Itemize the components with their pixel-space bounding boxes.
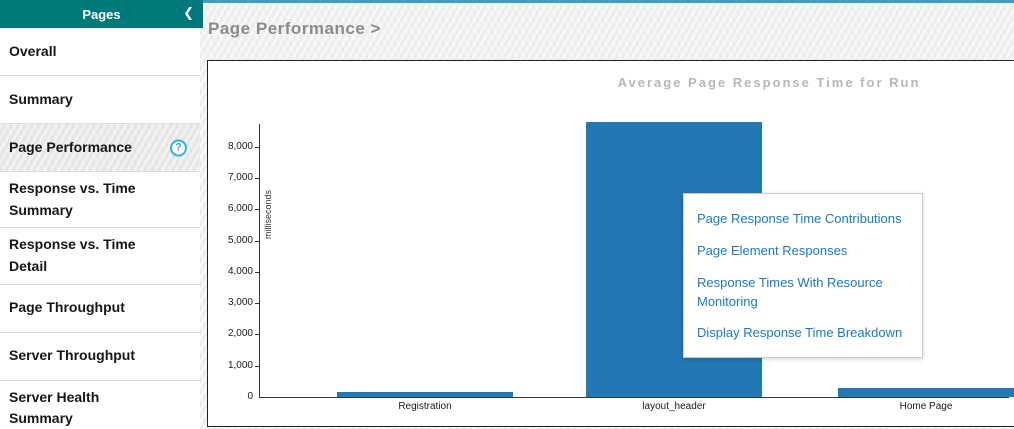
x-axis <box>259 397 1009 398</box>
sidebar-header: Pages ❮ <box>0 0 203 28</box>
help-icon[interactable]: ? <box>170 139 187 156</box>
y-tick-label: 5,000 <box>227 234 253 246</box>
sidebar-item-label: Summary <box>9 90 73 107</box>
y-tick <box>255 365 259 367</box>
y-tick <box>255 271 259 273</box>
y-tick <box>255 240 259 242</box>
sidebar-item-label: Page Performance <box>9 138 132 155</box>
sidebar-item-label: Server Throughput <box>9 347 136 364</box>
y-tick-label: 3,000 <box>227 297 253 309</box>
popup-link-response-times-with-resource-monitoring[interactable]: Response Times With Resource Monitoring <box>697 274 883 309</box>
popup-link-page-element-responses[interactable]: Page Element Responses <box>697 242 848 258</box>
popup-link-display-response-time-breakdown[interactable]: Display Response Time Breakdown <box>697 325 903 341</box>
x-label-registration: Registration <box>398 401 452 412</box>
main-content: Page Performance > Average Page Response… <box>200 0 1014 429</box>
y-tick-label: 0 <box>247 391 253 402</box>
y-tick <box>255 146 259 148</box>
sidebar-title: Pages <box>82 6 121 22</box>
sidebar-item-response-vs-time-summary[interactable]: Response vs. Time Summary <box>0 172 200 229</box>
bar-registration[interactable] <box>337 392 513 397</box>
y-tick-label: 4,000 <box>227 265 253 277</box>
sidebar-item-server-health-summary[interactable]: Server Health Summary <box>0 380 200 429</box>
y-tick <box>255 334 259 336</box>
bar-home-page[interactable] <box>838 388 1014 397</box>
y-tick-label: 2,000 <box>227 328 253 340</box>
sidebar-item-label: Page Throughput <box>9 299 125 316</box>
y-tick <box>255 303 259 305</box>
sidebar-item-server-throughput[interactable]: Server Throughput <box>0 332 200 381</box>
y-tick-label: 8,000 <box>227 140 253 152</box>
sidebar: Pages ❮ Overall Summary Page Performance? R… <box>0 0 203 429</box>
top-accent-bar <box>203 0 1014 3</box>
sidebar-nav: Overall Summary Page Performance? Response … <box>0 28 200 429</box>
y-tick-label: 1,000 <box>227 359 253 371</box>
sidebar-item-overall[interactable]: Overall <box>0 28 200 76</box>
context-menu-popup: Page Response Time Contributions Page Ele… <box>683 193 923 359</box>
y-tick <box>255 177 259 179</box>
y-tick <box>255 209 259 211</box>
sidebar-item-label: Response vs. Time Detail <box>9 236 136 275</box>
x-label-home-page: Home Page <box>899 401 953 412</box>
chart-title: Average Page Response Time for Run <box>617 75 921 90</box>
page-title: Page Performance > <box>208 19 381 38</box>
sidebar-item-label: Server Health Summary <box>9 388 100 427</box>
y-tick-label: 7,000 <box>227 171 253 183</box>
collapse-sidebar-icon[interactable]: ❮ <box>183 5 194 20</box>
sidebar-item-page-throughput[interactable]: Page Throughput <box>0 284 200 333</box>
y-tick-label: 6,000 <box>227 203 253 215</box>
x-label-layout-header: layout_header <box>642 401 706 412</box>
sidebar-item-label: Overall <box>9 42 57 59</box>
y-axis <box>259 124 260 397</box>
y-axis-title: milliseconds <box>263 189 273 239</box>
sidebar-item-label: Response vs. Time Summary <box>9 180 136 218</box>
popup-link-page-response-time-contributions[interactable]: Page Response Time Contributions <box>697 211 902 226</box>
sidebar-item-page-performance[interactable]: Page Performance? <box>0 124 200 172</box>
sidebar-item-summary[interactable]: Summary <box>0 76 200 124</box>
sidebar-item-response-vs-time-detail[interactable]: Response vs. Time Detail <box>0 228 200 285</box>
